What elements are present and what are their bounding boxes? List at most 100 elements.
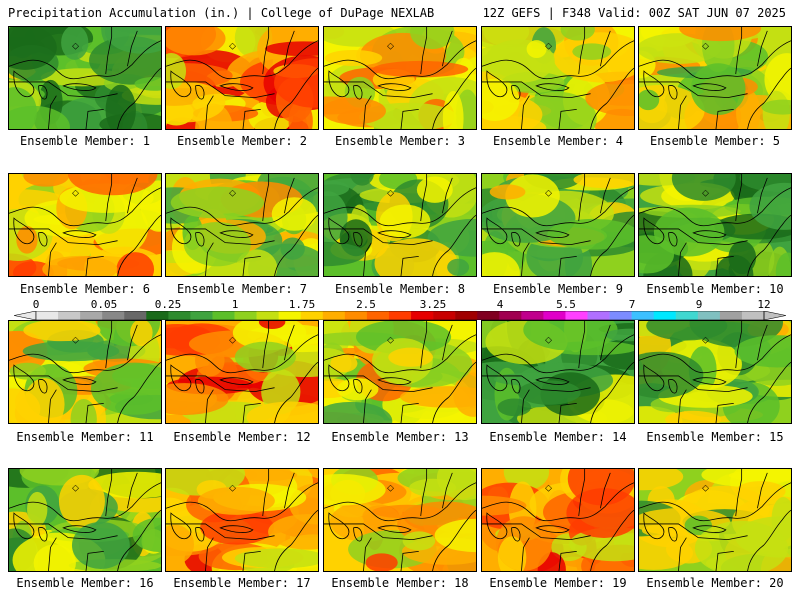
ensemble-map-panel: ◇ bbox=[8, 26, 162, 130]
scale-swatch bbox=[36, 311, 59, 320]
color-scale-bar bbox=[14, 311, 786, 320]
ensemble-map-panel: ◇ bbox=[323, 26, 477, 130]
scale-swatch bbox=[146, 311, 169, 320]
scale-swatch bbox=[102, 311, 125, 320]
scale-swatch bbox=[499, 311, 522, 320]
precip-map: ◇ bbox=[9, 27, 161, 129]
svg-text:◇: ◇ bbox=[702, 484, 709, 494]
precip-map: ◇ bbox=[639, 321, 791, 423]
scale-swatch bbox=[168, 311, 191, 320]
scale-swatch bbox=[322, 311, 346, 320]
ensemble-member-label: Ensemble Member: 11 bbox=[16, 430, 154, 444]
scale-swatch bbox=[234, 311, 257, 320]
precip-map: ◇ bbox=[482, 469, 634, 571]
scale-swatch bbox=[521, 311, 544, 320]
ensemble-map-panel: ◇ bbox=[323, 173, 477, 277]
precip-map: ◇ bbox=[166, 174, 318, 276]
scale-swatch bbox=[587, 311, 610, 320]
scale-tick-label: 7 bbox=[628, 298, 636, 311]
scale-swatch bbox=[411, 311, 434, 320]
scale-swatch bbox=[741, 311, 765, 320]
scale-swatch bbox=[609, 311, 632, 320]
scale-swatch bbox=[190, 311, 213, 320]
scale-swatch bbox=[543, 311, 566, 320]
svg-text:◇: ◇ bbox=[702, 336, 709, 346]
scale-tick-label: 1.75 bbox=[288, 298, 316, 311]
scale-swatch bbox=[58, 311, 81, 320]
scale-tick-label: 4 bbox=[496, 298, 504, 311]
svg-text:◇: ◇ bbox=[545, 484, 552, 494]
svg-text:◇: ◇ bbox=[229, 42, 236, 52]
ensemble-map-panel: ◇ bbox=[165, 468, 319, 572]
precip-map: ◇ bbox=[9, 469, 161, 571]
svg-text:◇: ◇ bbox=[229, 484, 236, 494]
scale-swatch bbox=[433, 311, 456, 320]
ensemble-map-panel: ◇ bbox=[638, 320, 792, 424]
svg-text:◇: ◇ bbox=[72, 336, 79, 346]
scale-swatch bbox=[388, 311, 412, 320]
map-title: Precipitation Accumulation (in.) | Colle… bbox=[8, 6, 435, 20]
scale-tick-label: 12 bbox=[757, 298, 771, 311]
ensemble-member-label: Ensemble Member: 19 bbox=[489, 576, 627, 590]
precip-map: ◇ bbox=[324, 27, 476, 129]
svg-text:◇: ◇ bbox=[387, 484, 394, 494]
scale-swatch bbox=[565, 311, 588, 320]
ensemble-map-panel: ◇ bbox=[165, 320, 319, 424]
valid-time: 12Z GEFS | F348 Valid: 00Z SAT JUN 07 20… bbox=[482, 6, 786, 20]
ensemble-member-label: Ensemble Member: 20 bbox=[646, 576, 784, 590]
scale-tick-label: 5.5 bbox=[556, 298, 576, 311]
scale-swatch bbox=[719, 311, 743, 320]
ensemble-map-panel: ◇ bbox=[638, 26, 792, 130]
scale-swatch bbox=[278, 311, 302, 320]
svg-text:◇: ◇ bbox=[387, 336, 394, 346]
svg-text:◇: ◇ bbox=[72, 42, 79, 52]
scale-swatch bbox=[653, 311, 677, 320]
ensemble-member-label: Ensemble Member: 7 bbox=[176, 282, 308, 296]
svg-text:◇: ◇ bbox=[545, 42, 552, 52]
scale-swatch bbox=[80, 311, 103, 320]
ensemble-map-panel: ◇ bbox=[323, 468, 477, 572]
ensemble-member-label: Ensemble Member: 9 bbox=[492, 282, 624, 296]
precip-map: ◇ bbox=[166, 321, 318, 423]
ensemble-map-panel: ◇ bbox=[638, 468, 792, 572]
precip-map: ◇ bbox=[639, 174, 791, 276]
precip-map: ◇ bbox=[324, 469, 476, 571]
scale-swatch bbox=[366, 311, 390, 320]
ensemble-map-panel: ◇ bbox=[323, 320, 477, 424]
scale-swatch bbox=[477, 311, 500, 320]
ensemble-member-label: Ensemble Member: 4 bbox=[492, 134, 624, 148]
scale-swatch bbox=[631, 311, 654, 320]
svg-text:◇: ◇ bbox=[72, 484, 79, 494]
ensemble-map-panel: ◇ bbox=[638, 173, 792, 277]
scale-tick-label: 0 bbox=[32, 298, 40, 311]
scale-swatch bbox=[256, 311, 279, 320]
ensemble-map-panel: ◇ bbox=[481, 26, 635, 130]
svg-text:◇: ◇ bbox=[229, 336, 236, 346]
ensemble-map-panel: ◇ bbox=[8, 468, 162, 572]
svg-text:◇: ◇ bbox=[387, 42, 394, 52]
ensemble-member-label: Ensemble Member: 13 bbox=[331, 430, 469, 444]
ensemble-member-label: Ensemble Member: 10 bbox=[646, 282, 784, 296]
ensemble-map-panel: ◇ bbox=[165, 173, 319, 277]
ensemble-member-label: Ensemble Member: 2 bbox=[176, 134, 308, 148]
scale-tick-label: 1 bbox=[231, 298, 239, 311]
ensemble-member-label: Ensemble Member: 15 bbox=[646, 430, 784, 444]
scale-swatch bbox=[697, 311, 721, 320]
ensemble-map-panel: ◇ bbox=[481, 468, 635, 572]
precip-map: ◇ bbox=[166, 27, 318, 129]
precip-map: ◇ bbox=[9, 174, 161, 276]
scale-tick-label: 3.25 bbox=[419, 298, 447, 311]
ensemble-member-label: Ensemble Member: 18 bbox=[331, 576, 469, 590]
scale-swatch bbox=[675, 311, 699, 320]
scale-tick-label: 2.5 bbox=[356, 298, 376, 311]
ensemble-map-panel: ◇ bbox=[8, 173, 162, 277]
scale-swatch bbox=[300, 311, 324, 320]
scale-swatch bbox=[344, 311, 368, 320]
scale-tick-label: 0.05 bbox=[90, 298, 118, 311]
scale-tick-label: 9 bbox=[695, 298, 703, 311]
precip-map: ◇ bbox=[324, 174, 476, 276]
precip-map: ◇ bbox=[324, 321, 476, 423]
ensemble-member-label: Ensemble Member: 8 bbox=[334, 282, 466, 296]
svg-text:◇: ◇ bbox=[545, 189, 552, 199]
scale-max-arrow bbox=[763, 311, 786, 320]
